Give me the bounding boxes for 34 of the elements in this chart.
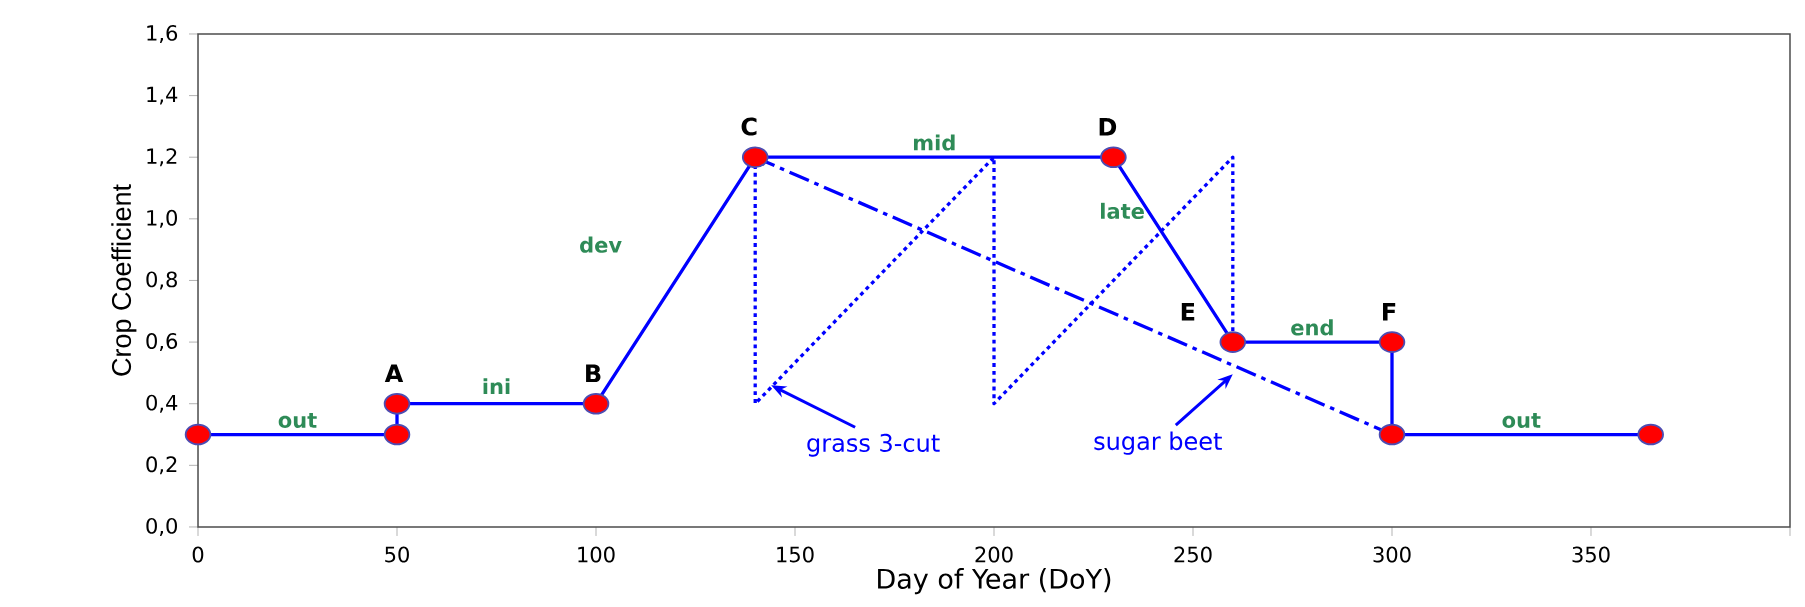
annotation: late <box>1101 202 1144 220</box>
x-tick-label: 200 <box>975 546 1013 563</box>
y-tick-label: 0,0 <box>146 517 177 536</box>
y-tick-label: 1,2 <box>147 148 177 167</box>
x-tick-label: 250 <box>1174 546 1212 563</box>
annotation: out <box>278 412 317 428</box>
annotation: mid <box>913 134 955 151</box>
annotation: sugar beet <box>1094 431 1222 455</box>
annotation: grass 3-cut <box>807 433 940 457</box>
x-tick-label: 50 <box>385 546 409 563</box>
x-tick-label: 350 <box>1572 546 1610 563</box>
y-tick-label: 0,6 <box>146 333 178 352</box>
x-tick-label: 300 <box>1373 546 1411 563</box>
y-tick-label: 1,6 <box>147 24 178 44</box>
y-tick-label: 0,2 <box>146 456 177 475</box>
x-tick-label: 0 <box>192 546 204 563</box>
annotation: F <box>1383 303 1396 321</box>
annotation: E <box>1181 303 1195 321</box>
annotation: dev <box>580 236 622 253</box>
x-axis-title: Day of Year (DoY) <box>878 568 1111 595</box>
annotation: out <box>1502 412 1541 428</box>
y-tick-label: 1,4 <box>147 86 178 105</box>
annotation: B <box>586 364 601 383</box>
x-tick-label: 100 <box>578 546 615 563</box>
annotation: A <box>384 364 404 383</box>
annotation: D <box>1099 118 1117 136</box>
x-tick-label: 150 <box>777 546 814 563</box>
y-axis-title: Crop Coefficient <box>111 184 137 376</box>
annotation: end <box>1291 319 1333 336</box>
annotation: ini <box>483 378 510 395</box>
annotation: C <box>741 117 757 136</box>
y-tick-label: 0,4 <box>146 394 178 413</box>
y-tick-label: 0,8 <box>146 271 177 290</box>
y-tick-label: 1,0 <box>147 209 177 228</box>
